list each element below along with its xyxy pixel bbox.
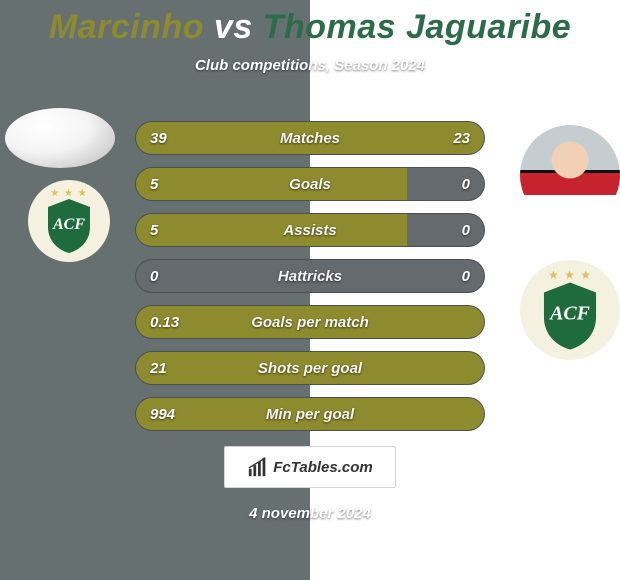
stat-label: Assists [283, 222, 336, 239]
svg-text:ACF: ACF [548, 303, 590, 325]
stat-value-left: 39 [150, 130, 167, 147]
subtitle: Club competitions, Season 2024 [0, 57, 620, 74]
stat-label: Goals [289, 176, 331, 193]
stat-value-left: 994 [150, 406, 175, 423]
stat-row: 994 Min per goal [135, 397, 485, 431]
title-player2: Thomas Jaguaribe [263, 8, 571, 46]
stat-row: 39 Matches 23 [135, 121, 485, 155]
stat-value-left: 0 [150, 268, 158, 285]
club-shield-icon: ACF [539, 280, 601, 352]
stat-value-left: 5 [150, 222, 158, 239]
stat-row: 5 Assists 0 [135, 213, 485, 247]
stat-row: 0.13 Goals per match [135, 305, 485, 339]
chart-icon [247, 456, 269, 478]
brand-logo: FcTables.com [224, 446, 396, 488]
stat-fill-left [136, 168, 407, 200]
player2-avatar [520, 125, 620, 225]
stat-label: Hattricks [278, 268, 342, 285]
stats-list: 39 Matches 23 5 Goals 0 5 Assists 0 0 Hattricks 0 0.… [135, 121, 485, 443]
stat-value-left: 21 [150, 360, 167, 377]
stat-row: 0 Hattricks 0 [135, 259, 485, 293]
club-shield-icon: ACF [44, 197, 94, 255]
title-vs: vs [214, 8, 253, 46]
player2-club-badge: ★ ★ ★ ACF [520, 260, 620, 360]
brand-text: FcTables.com [273, 459, 372, 476]
stat-value-right: 23 [453, 130, 470, 147]
stat-label: Goals per match [251, 314, 369, 331]
stat-value-right: 0 [462, 268, 470, 285]
stat-row: 5 Goals 0 [135, 167, 485, 201]
stat-value-left: 0.13 [150, 314, 179, 331]
title-player1: Marcinho [49, 8, 204, 46]
stat-label: Matches [280, 130, 340, 147]
content: Marcinho vs Thomas Jaguaribe Club compet… [0, 0, 620, 580]
stat-value-right: 0 [462, 222, 470, 239]
player2-photo [520, 125, 620, 225]
svg-text:ACF: ACF [52, 216, 85, 233]
stat-value-left: 5 [150, 176, 158, 193]
player1-avatar [5, 108, 115, 168]
stat-fill-left [136, 214, 407, 246]
player1-club-badge: ★ ★ ★ ACF [28, 180, 110, 262]
footer-date: 4 november 2024 [0, 505, 620, 522]
page-title: Marcinho vs Thomas Jaguaribe [0, 8, 620, 47]
stat-row: 21 Shots per goal [135, 351, 485, 385]
stat-label: Min per goal [266, 406, 354, 423]
stat-label: Shots per goal [258, 360, 362, 377]
stat-value-right: 0 [462, 176, 470, 193]
